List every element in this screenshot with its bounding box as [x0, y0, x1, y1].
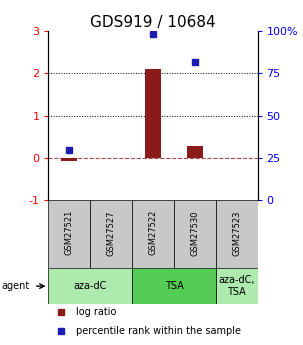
- Text: percentile rank within the sample: percentile rank within the sample: [76, 326, 241, 336]
- Bar: [48, 200, 90, 268]
- Text: GSM27522: GSM27522: [148, 210, 158, 255]
- Text: GSM27530: GSM27530: [190, 210, 199, 256]
- Bar: [145, 69, 161, 158]
- Bar: [216, 200, 258, 268]
- Text: GSM27521: GSM27521: [65, 210, 74, 255]
- Bar: [132, 200, 174, 268]
- Bar: [62, 158, 77, 161]
- Text: TSA: TSA: [165, 281, 183, 291]
- Bar: [187, 146, 203, 158]
- Text: aza-dC,
TSA: aza-dC, TSA: [218, 275, 255, 297]
- Text: GSM27523: GSM27523: [232, 210, 241, 256]
- Title: GDS919 / 10684: GDS919 / 10684: [90, 15, 216, 30]
- Text: log ratio: log ratio: [76, 307, 116, 317]
- Bar: [216, 268, 258, 304]
- Text: GSM27527: GSM27527: [107, 210, 116, 256]
- Text: agent: agent: [2, 281, 30, 291]
- Text: aza-dC: aza-dC: [74, 281, 107, 291]
- Bar: [90, 200, 132, 268]
- Bar: [48, 268, 132, 304]
- Bar: [132, 268, 216, 304]
- Bar: [174, 200, 216, 268]
